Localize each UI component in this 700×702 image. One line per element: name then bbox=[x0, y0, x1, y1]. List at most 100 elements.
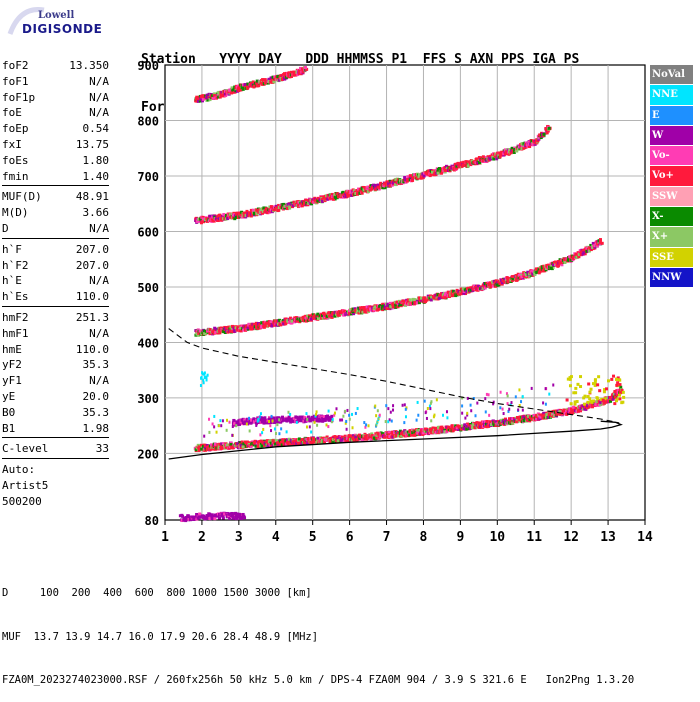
echo-point bbox=[495, 284, 499, 288]
echo-point bbox=[196, 514, 200, 518]
echo-point bbox=[369, 188, 373, 192]
echo-point bbox=[330, 414, 334, 418]
echo-point bbox=[292, 440, 296, 444]
echo-point bbox=[209, 444, 213, 448]
echo-point bbox=[416, 431, 420, 435]
echo-point bbox=[458, 424, 462, 428]
echo-point bbox=[385, 180, 389, 184]
echo-point bbox=[318, 198, 322, 202]
echo-point bbox=[378, 435, 382, 439]
echo-point bbox=[539, 268, 543, 272]
echo-point bbox=[406, 301, 410, 305]
echo-point bbox=[322, 195, 326, 199]
echo-point bbox=[262, 208, 266, 212]
echo-point bbox=[271, 320, 275, 324]
echo-point bbox=[192, 517, 196, 521]
echo-point bbox=[542, 411, 546, 415]
echo-point bbox=[279, 441, 283, 445]
echo-point bbox=[295, 204, 299, 208]
echo-point bbox=[480, 425, 484, 429]
echo-point bbox=[297, 416, 301, 420]
echo-point bbox=[339, 438, 343, 442]
echo-point bbox=[522, 419, 526, 423]
echo-point bbox=[513, 278, 517, 282]
echo-point bbox=[299, 203, 303, 207]
echo-point bbox=[450, 164, 454, 168]
echo-point bbox=[520, 147, 524, 151]
echo-point bbox=[491, 419, 495, 423]
echo-point bbox=[450, 290, 454, 294]
echo-point bbox=[544, 402, 547, 406]
echo-point bbox=[591, 245, 595, 249]
echo-point bbox=[266, 444, 270, 448]
echo-point bbox=[574, 252, 578, 256]
echo-point bbox=[598, 400, 602, 404]
echo-point bbox=[388, 179, 392, 183]
echo-point bbox=[555, 263, 559, 267]
echo-point bbox=[387, 430, 391, 434]
echo-point bbox=[466, 424, 470, 428]
echo-point bbox=[571, 254, 575, 258]
echo-point bbox=[506, 421, 510, 425]
echo-point bbox=[577, 408, 581, 412]
echo-point bbox=[256, 417, 260, 421]
echo-point bbox=[377, 307, 381, 311]
echo-point bbox=[417, 297, 421, 301]
echo-point bbox=[475, 424, 479, 428]
echo-point bbox=[462, 164, 466, 168]
echo-point bbox=[223, 331, 227, 335]
echo-point bbox=[289, 417, 293, 421]
echo-point bbox=[439, 293, 443, 297]
echo-point bbox=[563, 258, 567, 262]
echo-point bbox=[396, 181, 400, 185]
echo-point bbox=[244, 445, 248, 449]
echo-point bbox=[275, 319, 279, 323]
echo-point bbox=[251, 442, 255, 446]
echo-point bbox=[474, 422, 478, 426]
echo-point bbox=[488, 413, 491, 417]
echo-point bbox=[497, 152, 501, 156]
echo-point bbox=[332, 197, 336, 201]
echo-point bbox=[527, 140, 531, 144]
echo-point bbox=[365, 434, 369, 438]
echo-point bbox=[249, 327, 253, 331]
echo-point bbox=[304, 438, 308, 442]
echo-point bbox=[297, 442, 301, 446]
echo-point bbox=[486, 157, 490, 161]
echo-point bbox=[378, 305, 382, 309]
echo-point bbox=[462, 426, 466, 430]
echo-point bbox=[267, 421, 271, 425]
echo-point bbox=[296, 440, 300, 444]
echo-point bbox=[458, 426, 462, 430]
echo-point bbox=[342, 313, 346, 317]
echo-point bbox=[498, 422, 502, 426]
echo-point bbox=[603, 396, 607, 400]
echo-point bbox=[428, 295, 432, 299]
echo-point bbox=[285, 206, 289, 210]
echo-point bbox=[549, 410, 553, 414]
echo-point bbox=[610, 394, 614, 398]
echo-point bbox=[219, 447, 223, 451]
echo-point bbox=[552, 383, 555, 387]
echo-point bbox=[280, 443, 284, 447]
echo-point bbox=[233, 442, 237, 446]
echo-point bbox=[439, 292, 443, 296]
echo-point bbox=[392, 302, 396, 306]
echo-point bbox=[252, 322, 256, 326]
echo-point bbox=[230, 514, 234, 518]
echo-point bbox=[417, 175, 421, 179]
echo-point bbox=[269, 320, 273, 324]
echo-point bbox=[428, 296, 432, 300]
echo-point bbox=[460, 161, 464, 165]
echo-point bbox=[594, 403, 598, 407]
echo-point bbox=[521, 274, 525, 278]
echo-point bbox=[367, 306, 371, 310]
echo-point bbox=[239, 443, 243, 447]
echo-point bbox=[201, 329, 205, 333]
echo-point bbox=[269, 321, 273, 325]
echo-point bbox=[332, 312, 336, 316]
echo-point bbox=[467, 162, 471, 166]
echo-point bbox=[405, 406, 408, 410]
echo-point bbox=[182, 516, 186, 520]
echo-point bbox=[274, 207, 278, 211]
